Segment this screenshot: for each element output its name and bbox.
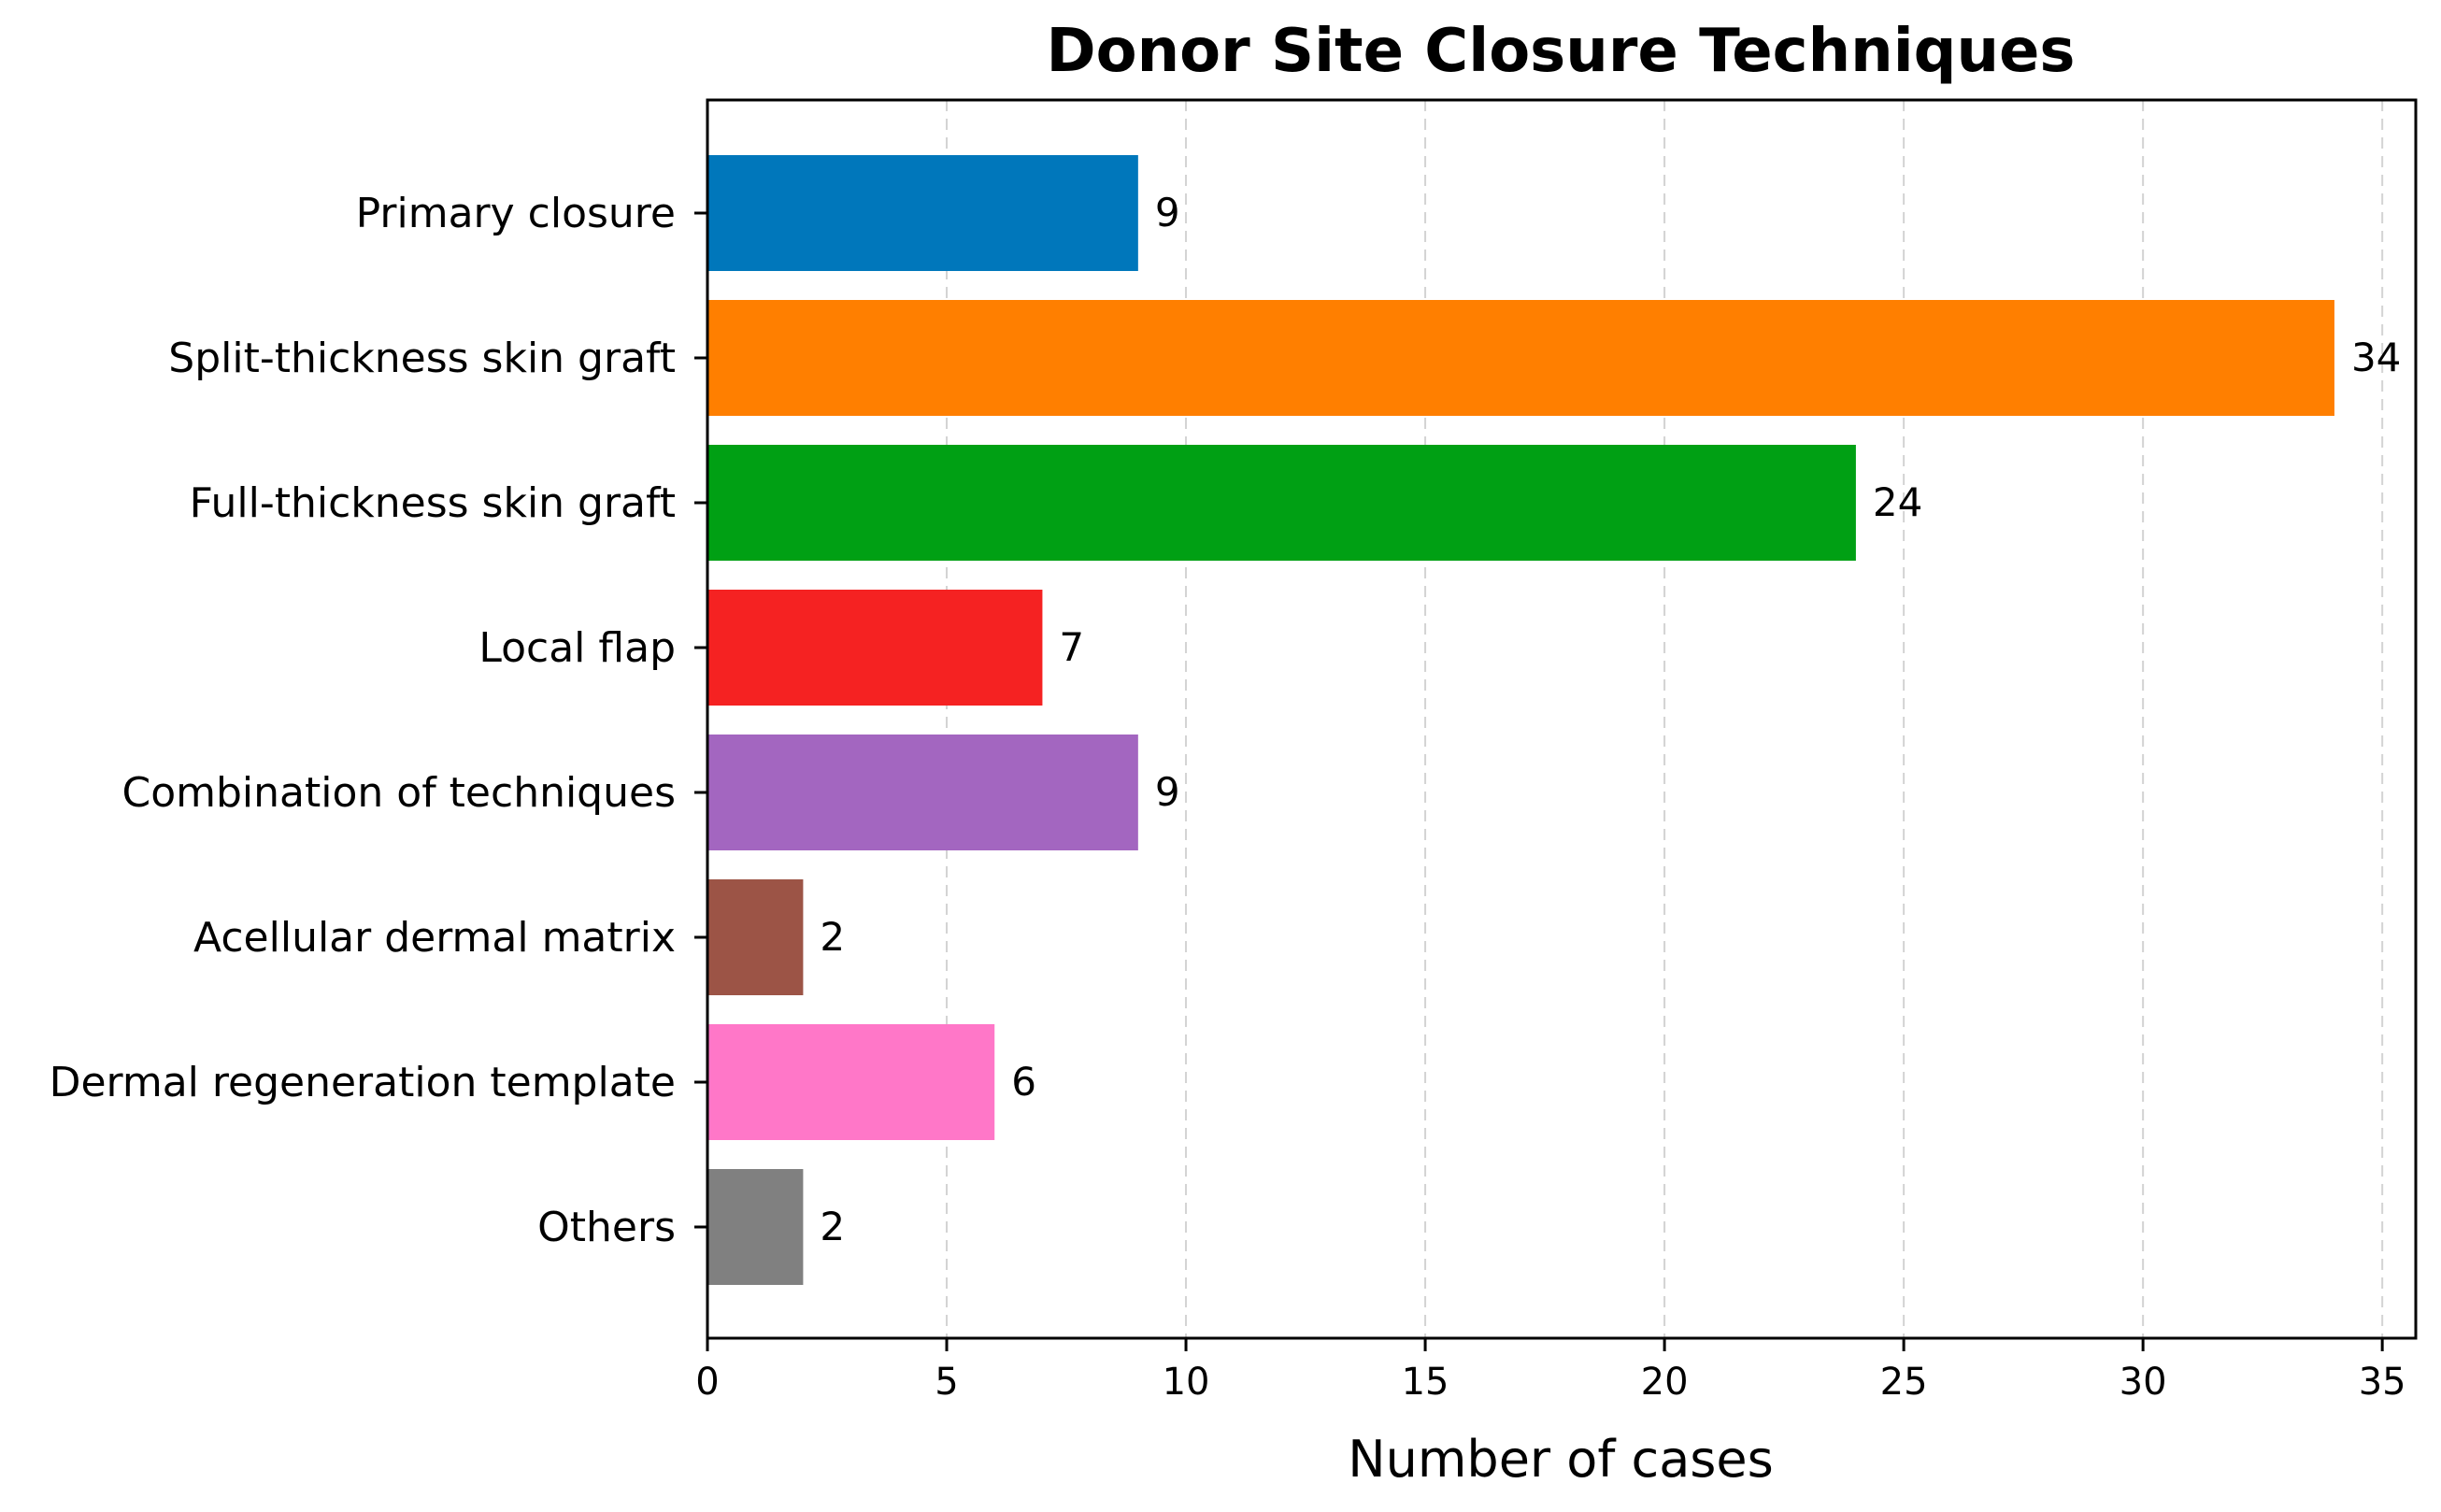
x-tick-label-15: 15 <box>1402 1361 1449 1404</box>
bar-3 <box>707 445 1856 561</box>
x-tick-label-20: 20 <box>1641 1361 1689 1404</box>
data-label-3: 24 <box>1873 479 1922 525</box>
data-label-5: 9 <box>1155 769 1180 815</box>
x-axis-label: Number of cases <box>1348 1430 1774 1489</box>
bar-8 <box>707 1169 804 1285</box>
category-label-2: Split-thickness skin graft <box>168 335 676 382</box>
data-label-1: 9 <box>1155 190 1180 235</box>
data-label-8: 2 <box>820 1204 845 1249</box>
bar-4 <box>707 590 1043 706</box>
x-tick-label-25: 25 <box>1880 1361 1928 1404</box>
category-label-5: Combination of techniques <box>122 769 677 817</box>
category-label-4: Local flap <box>478 624 676 672</box>
plot-frame <box>706 98 2418 1340</box>
x-tick-label-35: 35 <box>2359 1361 2406 1404</box>
data-label-4: 7 <box>1059 624 1084 670</box>
bar-6 <box>707 879 804 995</box>
category-label-1: Primary closure <box>356 190 676 237</box>
category-label-3: Full-thickness skin graft <box>190 479 676 527</box>
data-label-7: 6 <box>1011 1059 1036 1105</box>
bar-5 <box>707 735 1138 850</box>
bar-2 <box>707 300 2334 416</box>
bar-1 <box>707 155 1138 271</box>
category-label-8: Others <box>537 1204 676 1251</box>
category-labels: Primary closure Split-thickness skin graf… <box>50 190 707 1251</box>
x-tick-label-30: 30 <box>2120 1361 2167 1404</box>
x-axis-ticks: 0 5 10 15 20 25 30 35 <box>695 1338 2406 1404</box>
x-tick-label-10: 10 <box>1163 1361 1210 1404</box>
bars <box>707 155 2334 1285</box>
x-tick-label-5: 5 <box>935 1361 958 1404</box>
category-label-6: Acellular dermal matrix <box>193 914 676 962</box>
chart-title: Donor Site Closure Techniques <box>1047 17 2076 86</box>
data-label-2: 34 <box>2351 335 2401 380</box>
data-labels: 9 34 24 7 9 2 6 2 <box>820 190 2401 1249</box>
grid-lines <box>946 100 2384 1338</box>
x-tick-label-0: 0 <box>695 1361 719 1404</box>
data-label-6: 2 <box>820 914 845 960</box>
bar-7 <box>707 1024 995 1140</box>
category-label-7: Dermal regeneration template <box>50 1059 676 1106</box>
